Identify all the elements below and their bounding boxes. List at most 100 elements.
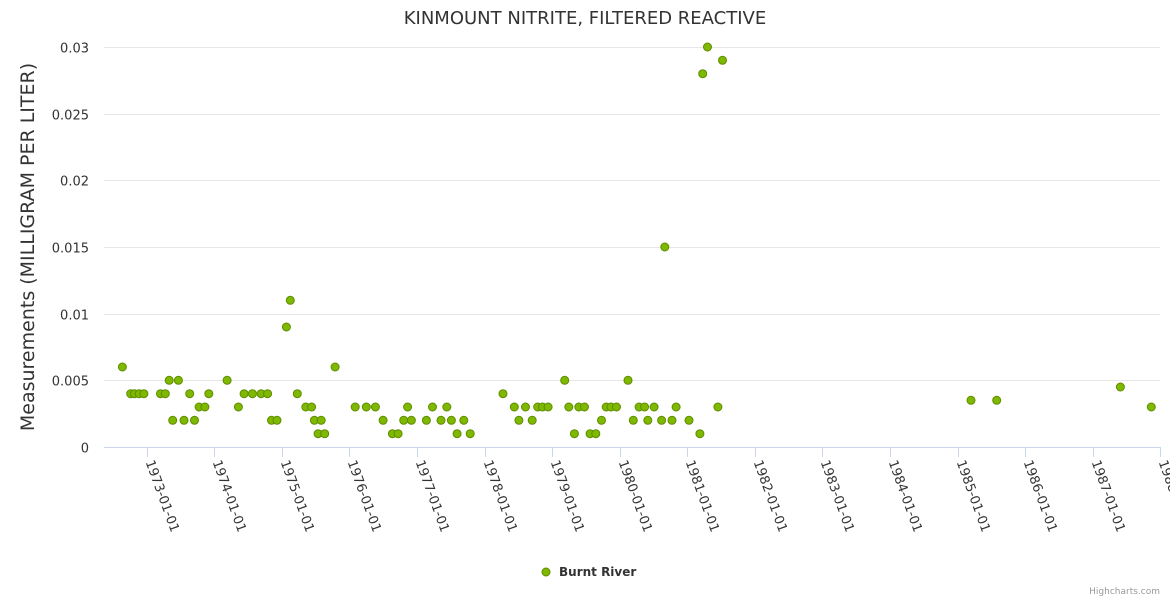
data-point[interactable] [498,389,508,399]
data-point[interactable] [316,415,326,425]
x-tick-label: 1987-01-01 [1088,458,1128,534]
x-tick-label: 1974-01-01 [209,458,249,534]
grid-lines [104,47,1160,381]
data-point[interactable] [190,415,199,425]
y-axis-label: Measurements (MILLIGRAM PER LITER) [17,63,39,431]
data-point[interactable] [640,402,650,412]
legend-marker [541,567,551,577]
data-point[interactable] [649,402,659,412]
y-tick-label: 0.005 [52,375,89,390]
data-point[interactable] [514,415,524,425]
x-tick-label: 1978-01-01 [480,458,520,534]
data-point[interactable] [281,322,291,332]
data-point[interactable] [543,402,553,412]
data-point[interactable] [718,55,727,65]
data-point[interactable] [378,415,388,425]
data-point[interactable] [623,375,633,385]
data-point[interactable] [966,395,976,405]
data-point[interactable] [285,295,295,305]
y-tick-label: 0.015 [52,242,89,257]
data-point[interactable] [160,389,170,399]
data-point[interactable] [657,415,667,425]
data-point[interactable] [569,429,579,439]
data-point[interactable] [628,415,638,425]
data-point[interactable] [403,402,413,412]
data-point[interactable] [660,242,670,252]
x-axis-ticks: 1973-01-01 1974-01-01 1975-01-01 1976-01-01… [142,447,1170,534]
data-point[interactable] [597,415,606,425]
data-point[interactable] [361,402,371,412]
x-tick-label: 1973-01-01 [142,458,182,534]
data-point[interactable] [436,415,446,425]
series-burnt-river[interactable] [117,42,1156,439]
data-point[interactable] [399,415,409,425]
data-point[interactable] [421,415,431,425]
data-point[interactable] [164,375,174,385]
data-point[interactable] [204,389,214,399]
x-tick-label: 1981-01-01 [682,458,722,534]
credits[interactable]: Highcharts.com [1089,587,1160,597]
data-point[interactable] [139,389,149,399]
y-tick-label: 0.01 [60,309,89,324]
data-point[interactable] [703,42,712,52]
data-point[interactable] [222,375,232,385]
data-point[interactable] [442,402,452,412]
data-point[interactable] [370,402,380,412]
data-point[interactable] [591,429,601,439]
data-point[interactable] [292,389,302,399]
chart-title: KINMOUNT NITRITE, FILTERED REACTIVE [404,8,767,29]
data-point[interactable] [465,429,475,439]
data-point[interactable] [1115,382,1125,392]
data-point[interactable] [564,402,574,412]
data-point[interactable] [239,389,249,399]
data-point[interactable] [643,415,653,425]
data-point[interactable] [247,389,257,399]
data-point[interactable] [200,402,210,412]
data-point[interactable] [527,415,537,425]
data-point[interactable] [393,429,403,439]
data-point[interactable] [684,415,694,425]
data-point[interactable] [521,402,530,412]
data-point[interactable] [446,415,456,425]
data-point[interactable] [612,402,621,412]
legend-label[interactable]: Burnt River [559,565,636,579]
data-point[interactable] [173,375,183,385]
y-tick-label: 0 [81,442,89,457]
data-point[interactable] [307,402,317,412]
data-point[interactable] [695,429,705,439]
data-point[interactable] [580,402,589,412]
data-point[interactable] [117,362,127,372]
data-point[interactable] [428,402,437,412]
data-point[interactable] [560,375,570,385]
x-tick-label: 1988-0 [1155,458,1170,506]
data-point[interactable] [350,402,360,412]
data-point[interactable] [168,415,178,425]
x-tick-label: 1986-01-01 [1020,458,1060,534]
x-tick-label: 1982-01-01 [750,458,790,534]
data-point[interactable] [272,415,282,425]
x-tick-label: 1983-01-01 [817,458,857,534]
data-point[interactable] [452,429,462,439]
data-point[interactable] [459,415,469,425]
data-point[interactable] [698,69,708,79]
data-point[interactable] [1146,402,1156,412]
data-point[interactable] [263,389,273,399]
legend[interactable]: Burnt River [541,565,636,579]
data-point[interactable] [330,362,340,372]
x-tick-label: 1980-01-01 [615,458,655,534]
y-tick-label: 0.03 [60,42,89,57]
y-tick-label: 0.025 [52,109,89,124]
data-point[interactable] [509,402,519,412]
data-point[interactable] [185,389,195,399]
data-point[interactable] [713,402,723,412]
data-point[interactable] [406,415,416,425]
data-point[interactable] [320,429,330,439]
data-point[interactable] [179,415,189,425]
x-tick-label: 1975-01-01 [277,458,317,534]
data-point[interactable] [671,402,681,412]
x-tick-label: 1977-01-01 [412,458,452,534]
data-point[interactable] [992,395,1002,405]
data-point[interactable] [233,402,243,412]
data-point[interactable] [667,415,677,425]
